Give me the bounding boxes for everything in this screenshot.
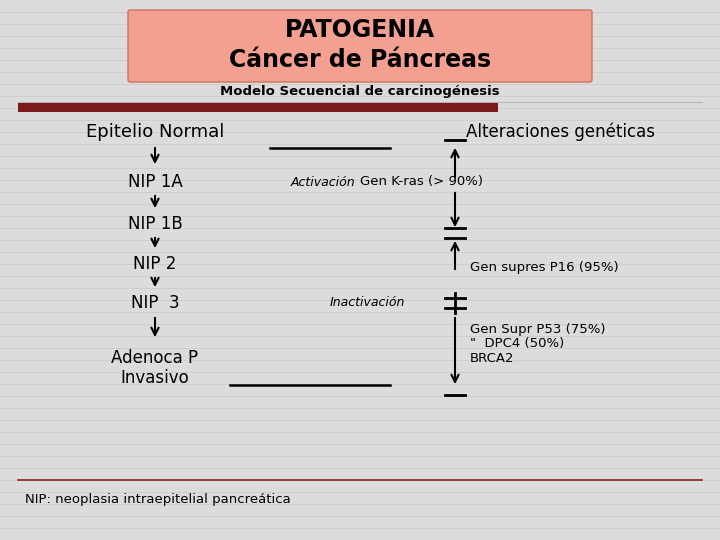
Text: NIP 1A: NIP 1A xyxy=(127,173,182,191)
Text: Adenoca P
Invasivo: Adenoca P Invasivo xyxy=(112,349,199,387)
Text: Cáncer de Páncreas: Cáncer de Páncreas xyxy=(229,48,491,72)
Text: NIP: neoplasia intraepitelial pancreática: NIP: neoplasia intraepitelial pancreátic… xyxy=(25,494,291,507)
Text: Gen K-ras (> 90%): Gen K-ras (> 90%) xyxy=(360,176,483,188)
Bar xyxy=(18,103,498,112)
Text: NIP  3: NIP 3 xyxy=(131,294,179,312)
Text: Epitelio Normal: Epitelio Normal xyxy=(86,123,224,141)
Text: BRCA2: BRCA2 xyxy=(470,352,515,365)
Text: NIP 1B: NIP 1B xyxy=(127,215,182,233)
Text: Inactivación: Inactivación xyxy=(330,296,405,309)
Text: Alteraciones genéticas: Alteraciones genéticas xyxy=(466,123,654,141)
Text: PATOGENIA: PATOGENIA xyxy=(285,18,435,42)
Text: Activación: Activación xyxy=(290,176,355,188)
Text: "  DPC4 (50%): " DPC4 (50%) xyxy=(470,338,564,350)
FancyBboxPatch shape xyxy=(128,10,592,82)
Text: Gen Supr P53 (75%): Gen Supr P53 (75%) xyxy=(470,323,606,336)
Text: Modelo Secuencial de carcinogénesis: Modelo Secuencial de carcinogénesis xyxy=(220,85,500,98)
Text: NIP 2: NIP 2 xyxy=(133,255,176,273)
Text: Gen supres P16 (95%): Gen supres P16 (95%) xyxy=(470,261,618,274)
